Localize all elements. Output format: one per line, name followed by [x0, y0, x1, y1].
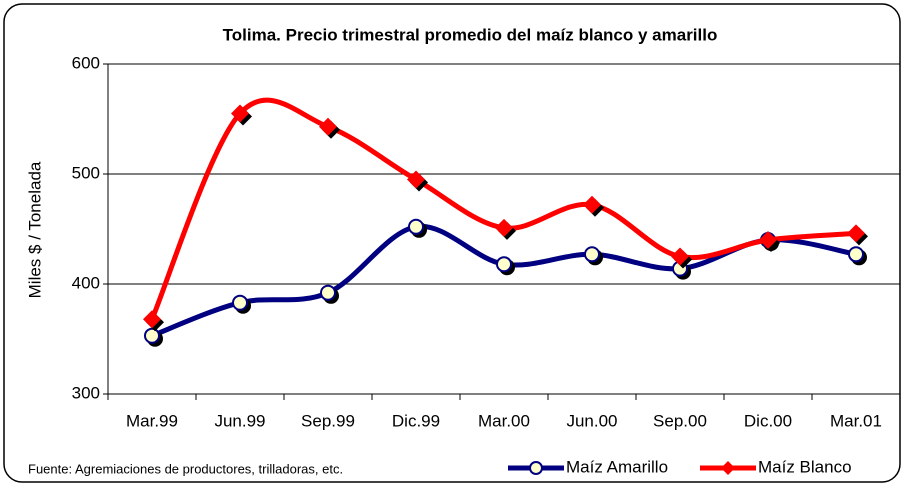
chart-title: Tolima. Precio trimestral promedio del m… — [223, 25, 718, 44]
marker — [231, 104, 249, 123]
y-tick-label: 300 — [72, 383, 100, 402]
x-tick-label: Mar.01 — [830, 411, 882, 430]
marker — [584, 246, 600, 263]
marker — [407, 170, 425, 189]
marker — [320, 284, 336, 301]
frame — [3, 3, 901, 483]
x-tick-label: Sep.00 — [653, 411, 707, 430]
legend-marker — [721, 461, 735, 475]
marker — [408, 218, 424, 235]
x-tick-label: Mar.00 — [478, 411, 530, 430]
marker — [848, 246, 864, 263]
legend-label: Maíz Blanco — [758, 457, 852, 476]
source-note: Fuente: Agremiaciones de productores, tr… — [28, 461, 343, 476]
y-axis-label: Miles $ / Tonelada — [25, 161, 44, 298]
marker — [583, 195, 601, 214]
x-tick-label: Dic.00 — [744, 411, 792, 430]
marker — [232, 294, 248, 311]
legend-label: Maíz Amarillo — [566, 457, 668, 476]
marker — [759, 231, 777, 249]
x-tick-label: Jun.99 — [214, 411, 265, 430]
marker — [495, 218, 513, 237]
marker — [496, 256, 512, 273]
x-tick-label: Dic.99 — [392, 411, 440, 430]
marker — [847, 224, 865, 243]
y-tick-label: 600 — [72, 53, 100, 72]
x-tick-label: Jun.00 — [566, 411, 617, 430]
x-tick-label: Sep.99 — [301, 411, 355, 430]
marker — [319, 117, 337, 136]
y-tick-label: 500 — [72, 163, 100, 182]
marker — [144, 327, 160, 344]
marker — [143, 310, 161, 329]
x-tick-label: Mar.99 — [126, 411, 178, 430]
marker — [671, 247, 689, 266]
legend-marker — [529, 461, 543, 475]
y-tick-label: 400 — [72, 273, 100, 292]
